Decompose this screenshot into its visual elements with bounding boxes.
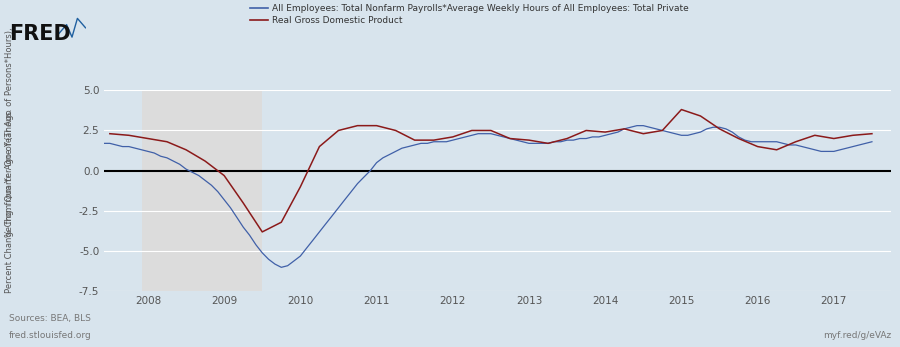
Text: Sources: BEA, BLS: Sources: BEA, BLS [9,314,91,323]
Legend: All Employees: Total Nonfarm Payrolls*Average Weekly Hours of All Employees: Tot: All Employees: Total Nonfarm Payrolls*Av… [250,4,689,25]
Text: Percent Change from Quarter One Year Ago: Percent Change from Quarter One Year Ago [4,109,13,293]
Text: fred.stlouisfed.org: fred.stlouisfed.org [9,331,92,340]
Text: FRED: FRED [9,24,71,44]
Bar [141,90,262,291]
Text: % Chg. from Yr. Ago of (Thous. of Persons*Hours),: % Chg. from Yr. Ago of (Thous. of Person… [4,27,13,237]
Text: myf.red/g/eVAz: myf.red/g/eVAz [823,331,891,340]
